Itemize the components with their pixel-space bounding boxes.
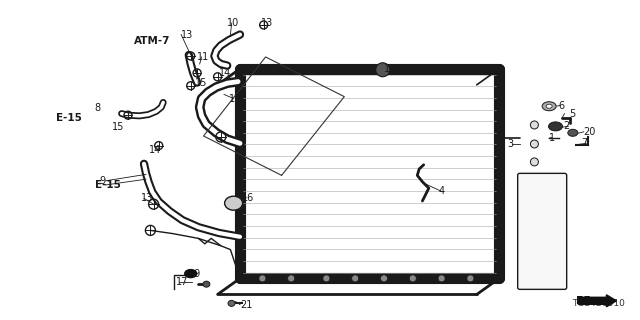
- Text: 7: 7: [581, 138, 588, 148]
- Text: TGS4B0510: TGS4B0510: [572, 299, 625, 308]
- Text: 17: 17: [176, 277, 188, 287]
- Text: 13: 13: [141, 193, 153, 203]
- Ellipse shape: [542, 102, 556, 111]
- Circle shape: [467, 275, 474, 282]
- Circle shape: [323, 275, 330, 282]
- Text: 20: 20: [584, 127, 596, 137]
- Ellipse shape: [203, 281, 210, 287]
- Text: E-15: E-15: [95, 180, 120, 190]
- Text: 10: 10: [227, 18, 239, 28]
- Text: 19: 19: [189, 268, 201, 279]
- Text: 2: 2: [563, 121, 570, 132]
- Ellipse shape: [225, 196, 243, 210]
- Text: 15: 15: [112, 122, 124, 132]
- Text: 9: 9: [99, 176, 106, 186]
- Text: 4: 4: [438, 186, 445, 196]
- Text: E-15: E-15: [56, 113, 82, 123]
- Text: 18: 18: [384, 64, 396, 74]
- Text: FR.: FR.: [576, 296, 596, 307]
- Circle shape: [531, 121, 538, 129]
- Circle shape: [381, 275, 387, 282]
- Text: 15: 15: [195, 77, 207, 88]
- Circle shape: [531, 140, 538, 148]
- FancyArrow shape: [579, 295, 616, 307]
- Ellipse shape: [546, 104, 552, 108]
- Circle shape: [410, 275, 416, 282]
- Ellipse shape: [185, 269, 196, 277]
- Text: 21: 21: [240, 300, 252, 310]
- Text: 8: 8: [95, 103, 101, 113]
- Ellipse shape: [568, 129, 578, 136]
- Circle shape: [352, 275, 358, 282]
- Text: 14: 14: [219, 68, 231, 78]
- Text: 16: 16: [242, 193, 254, 203]
- Circle shape: [288, 275, 294, 282]
- Text: 13: 13: [180, 29, 193, 40]
- Text: 1: 1: [549, 132, 556, 143]
- Text: 14: 14: [148, 145, 161, 155]
- Text: 5: 5: [570, 108, 576, 119]
- Circle shape: [376, 63, 390, 77]
- Circle shape: [531, 158, 538, 166]
- Text: ATM-7: ATM-7: [134, 36, 171, 46]
- Text: 3: 3: [508, 139, 514, 149]
- Ellipse shape: [228, 300, 235, 306]
- Text: 13: 13: [261, 18, 273, 28]
- Text: 6: 6: [559, 100, 565, 111]
- Circle shape: [259, 275, 266, 282]
- Text: 12: 12: [229, 93, 241, 104]
- Text: 11: 11: [197, 52, 209, 62]
- Circle shape: [438, 275, 445, 282]
- Ellipse shape: [548, 122, 563, 131]
- FancyBboxPatch shape: [518, 173, 566, 289]
